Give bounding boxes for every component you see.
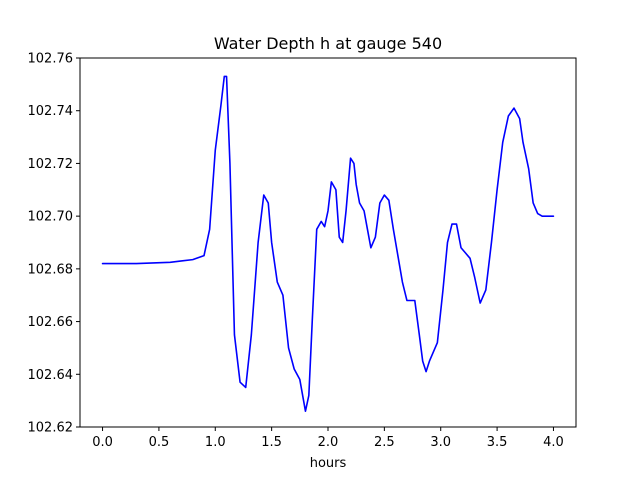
- y-tick-label: 102.62: [28, 421, 74, 436]
- x-axis-label: hours: [310, 456, 347, 471]
- y-tick-label: 102.70: [28, 210, 74, 225]
- y-tick-label: 102.68: [28, 262, 74, 277]
- x-axis-ticks: 0.0 0.5 1.0 1.5 2.0 2.5 3.0 3.5 4.0: [92, 427, 564, 450]
- y-axis-ticks: 102.62 102.64 102.66 102.68 102.70 102.72 102.…: [28, 52, 80, 436]
- y-tick-label: 102.72: [28, 157, 74, 172]
- x-tick-label: 1.0: [205, 435, 226, 450]
- y-tick-label: 102.66: [28, 315, 74, 330]
- plot-area: [101, 75, 555, 412]
- y-tick-label: 102.76: [28, 52, 74, 67]
- y-tick-label: 102.64: [28, 368, 74, 383]
- plot-frame: [79, 57, 577, 428]
- x-tick-label: 2.0: [318, 435, 339, 450]
- series-line-0: [101, 75, 555, 412]
- x-tick-label: 3.0: [430, 435, 451, 450]
- x-tick-label: 4.0: [543, 435, 564, 450]
- x-tick-label: 0.0: [92, 435, 113, 450]
- x-tick-label: 1.5: [261, 435, 282, 450]
- x-tick-label: 0.5: [149, 435, 170, 450]
- y-tick-label: 102.74: [28, 104, 74, 119]
- x-tick-label: 3.5: [487, 435, 508, 450]
- chart-title: Water Depth h at gauge 540: [214, 34, 442, 53]
- x-tick-label: 2.5: [374, 435, 395, 450]
